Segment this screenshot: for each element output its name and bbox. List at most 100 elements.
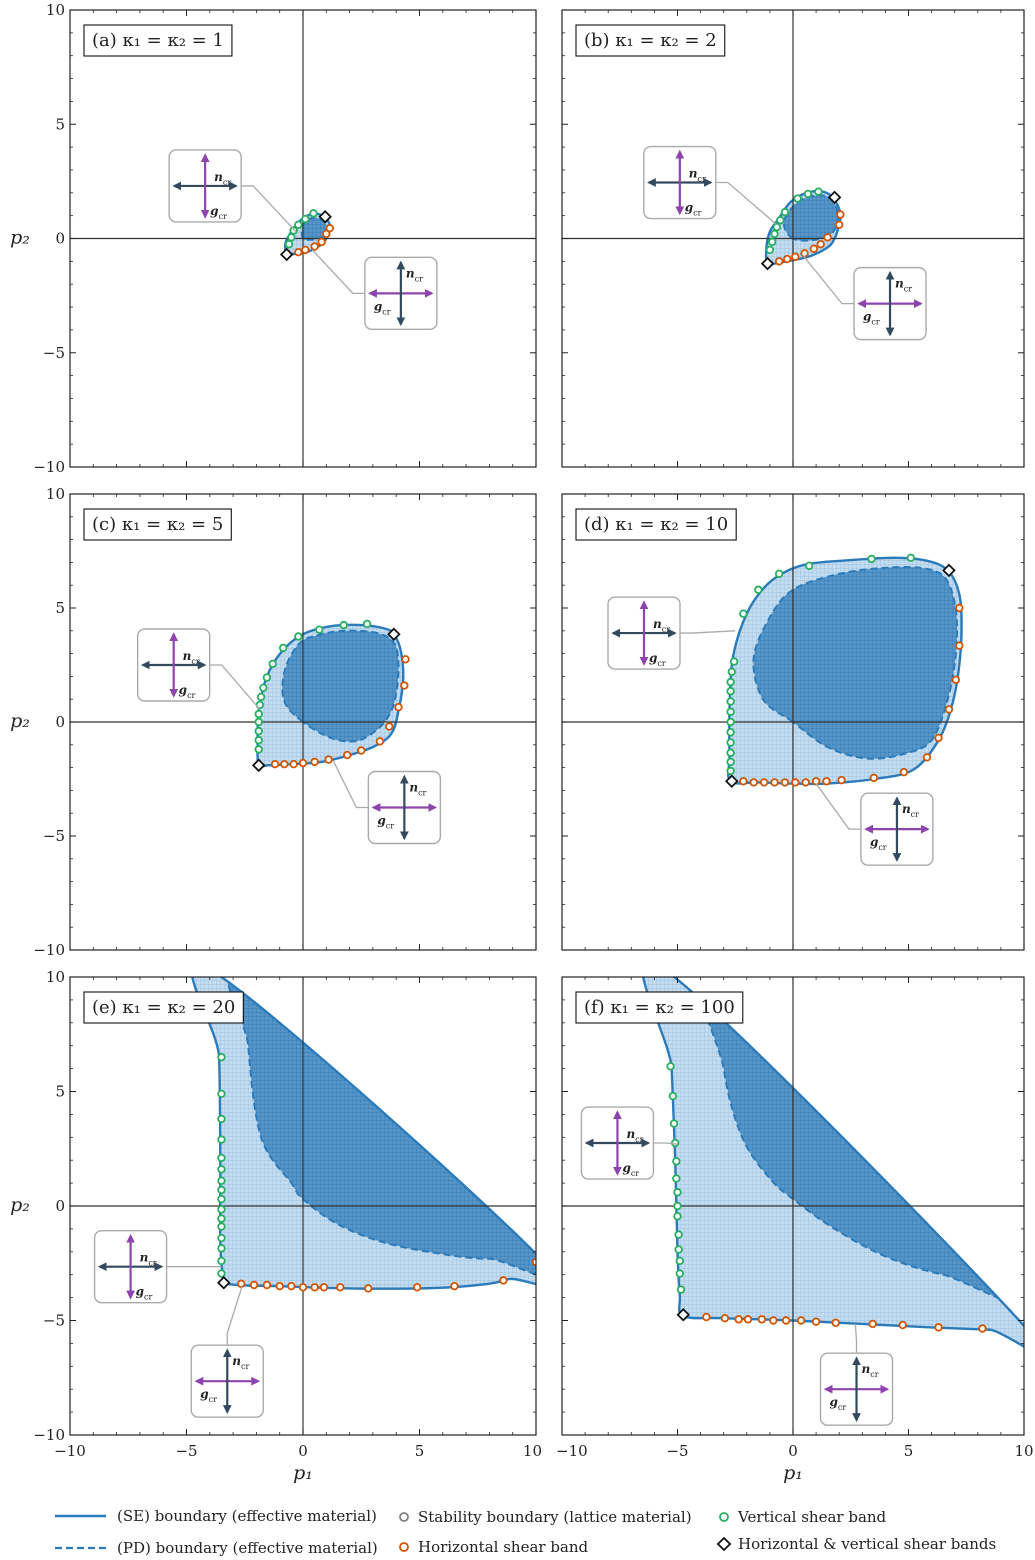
n-cr-label-base: n [140, 1251, 149, 1265]
vertical-band-marker [765, 245, 775, 255]
vertical-band-marker [217, 1214, 226, 1223]
n-cr-label-base: n [653, 617, 662, 631]
horizontal-band-marker [385, 722, 394, 731]
horizontal-band-marker [868, 1319, 877, 1329]
inset-leader-line [226, 1284, 244, 1346]
plot-area [562, 10, 1024, 467]
g-cr-label-sub: cr [838, 1403, 846, 1412]
horizontal-band-marker [317, 237, 326, 247]
horizontal-band-marker [294, 248, 303, 257]
inset-leader-line [311, 249, 365, 294]
g-cr-label-base: g [200, 1387, 208, 1401]
horizontal-band-marker [298, 758, 308, 768]
g-cr-label-base: g [830, 1395, 838, 1409]
panel-title-frame [83, 508, 232, 541]
panel-title-box: (c) κ₁ = κ₂ = 5 [83, 508, 232, 541]
horizontal-band-marker [357, 746, 366, 755]
vertical-band-marker [803, 189, 813, 199]
legend-horizontal-swatch [399, 1542, 409, 1552]
both-bands-marker [676, 1308, 691, 1322]
n-cr-label-sub: cr [870, 1370, 878, 1379]
horizontal-band-marker [831, 1318, 840, 1327]
n-cr-label-base: n [183, 649, 192, 663]
pd-region-group [281, 629, 400, 743]
y-axis-label: p₂ [10, 227, 30, 249]
inset-leader-line [854, 1323, 858, 1354]
vertical-band-marker [217, 1222, 226, 1231]
vertical-band-marker [776, 216, 785, 225]
g-cr-label-sub: cr [386, 822, 394, 831]
g-cr-label-sub: cr [382, 307, 390, 316]
horizontal-band-marker [319, 1283, 329, 1292]
vertical-band-marker [814, 187, 823, 196]
horizontal-band-marker [310, 242, 319, 251]
x-tick-label: 5 [904, 1442, 914, 1460]
vertical-band-marker [726, 766, 735, 776]
n-cr-label-sub: cr [904, 285, 912, 294]
x-axis-label: p₁ [783, 1462, 803, 1484]
x-tick-label: 5 [415, 1442, 425, 1460]
both-bands-marker [827, 190, 842, 205]
panel-title: (e) κ₁ = κ₂ = 20 [92, 997, 235, 1018]
g-cr-label-base: g [374, 299, 382, 313]
n-cr-label-sub: cr [241, 1362, 249, 1371]
horizontal-band-marker [837, 775, 846, 785]
horizontal-band-marker [301, 245, 310, 255]
vertical-band-marker [217, 1194, 226, 1204]
n-cr-label-base: n [232, 1354, 241, 1368]
horizontal-band-marker [702, 1312, 711, 1322]
vertical-band-marker [673, 1201, 682, 1211]
horizontal-band-marker [262, 1280, 272, 1290]
g-cr-label-sub: cr [187, 691, 195, 700]
g-cr-label-sub: cr [878, 843, 886, 852]
legend: (SE) boundary (effective material) (PD) b… [55, 1507, 996, 1557]
vertical-band-marker [675, 1269, 685, 1278]
vertical-band-marker [772, 222, 782, 232]
n-cr-label-base: n [862, 1362, 871, 1376]
horizontal-band-marker [275, 1281, 284, 1291]
horizontal-band-marker [734, 1315, 743, 1324]
inset-leader-line [801, 254, 855, 305]
vertical-band-marker [670, 1138, 680, 1148]
x-tick-label: 10 [523, 1442, 542, 1460]
horizontal-band-marker [781, 1316, 791, 1325]
vertical-band-marker [669, 1119, 679, 1128]
n-cr-label: ncr [183, 649, 200, 666]
g-cr-label: gcr [179, 683, 196, 700]
g-cr-label: gcr [863, 310, 880, 327]
vertical-band-marker [217, 1269, 226, 1278]
g-cr-label-sub: cr [693, 209, 701, 218]
n-cr-label: ncr [689, 167, 706, 184]
vertical-band-marker [254, 709, 263, 719]
y-tick-label: −10 [33, 458, 65, 476]
n-cr-label-sub: cr [418, 789, 426, 798]
vertical-band-marker [672, 1157, 681, 1166]
horizontal-band-marker [749, 778, 758, 787]
g-cr-label: gcr [649, 651, 666, 668]
both-bands-marker [387, 627, 401, 641]
both-bands-marker [217, 1275, 231, 1290]
vertical-band-marker [674, 1230, 683, 1239]
vertical-band-marker [673, 1212, 682, 1221]
n-cr-label-sub: cr [911, 810, 919, 819]
panel-title: (f) κ₁ = κ₂ = 100 [584, 997, 735, 1018]
vertical-band-marker [217, 1185, 226, 1195]
vertical-band-marker [726, 728, 735, 737]
vertical-band-marker [217, 1176, 226, 1186]
vertical-band-marker [672, 1174, 681, 1183]
horizontal-band-marker [800, 249, 809, 258]
vertical-band-marker [867, 554, 876, 564]
vertical-band-marker [804, 561, 814, 571]
horizontal-band-marker [835, 220, 844, 229]
g-cr-label-sub: cr [209, 1395, 217, 1404]
horizontal-band-marker [401, 655, 410, 664]
horizontal-band-marker [499, 1276, 508, 1285]
y-tick-label: 0 [55, 713, 65, 731]
